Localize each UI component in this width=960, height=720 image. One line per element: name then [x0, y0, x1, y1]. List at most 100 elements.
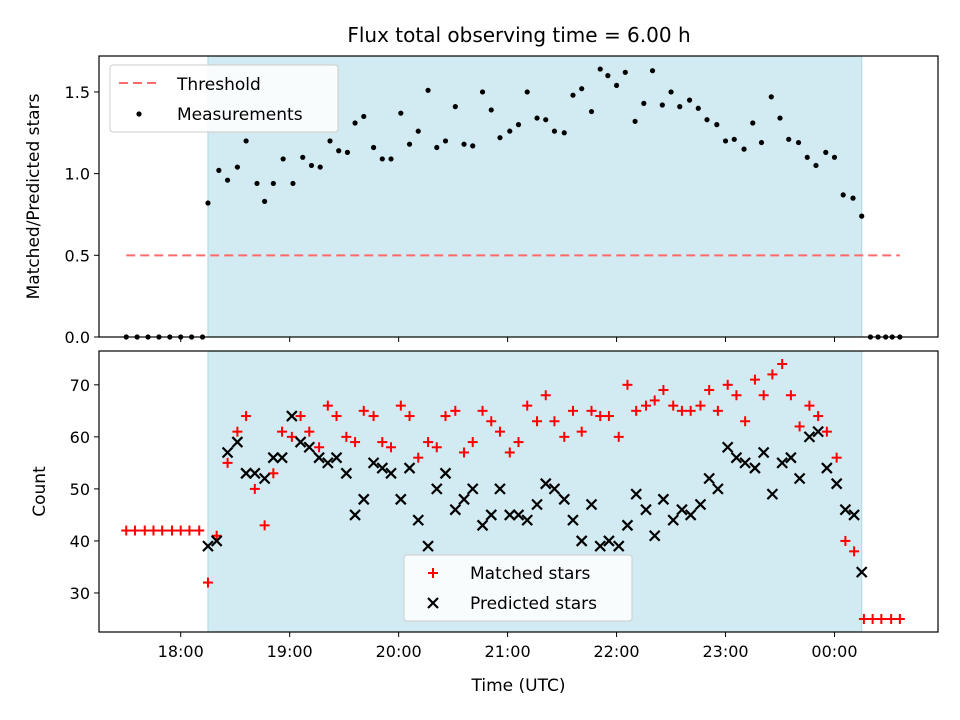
- predicted-star-marker: [367, 457, 380, 469]
- time-x-ticks: 18:00 19:00 20:00 21:00 22:00 23:00 00:00: [158, 632, 858, 661]
- matched-star-marker: [241, 411, 252, 422]
- measurement-point: [579, 86, 585, 92]
- matched-star-marker: [157, 525, 168, 536]
- ratio-panel: 0.0 0.5 1.0 1.5 Matched/Predicted stars Thr…: [24, 55, 939, 347]
- predicted-star-marker: [585, 498, 598, 511]
- x-tick-label: 22:00: [594, 642, 640, 661]
- measurement-point: [551, 128, 558, 134]
- matched-star-marker: [676, 405, 687, 416]
- measurement-point: [262, 198, 268, 205]
- matched-star-marker: [532, 416, 543, 427]
- predicted-star-marker: [267, 451, 280, 464]
- matched-star-marker: [167, 525, 178, 536]
- measurement-point: [804, 154, 810, 160]
- predicted-star-marker: [422, 540, 434, 552]
- matched-star-marker: [821, 426, 832, 437]
- legend-measurements-swatch: [136, 111, 142, 117]
- ratio-y-ticks: 0.0 0.5 1.0 1.5: [65, 83, 99, 347]
- measurement-point: [216, 167, 222, 173]
- matched-star-marker: [494, 426, 505, 437]
- matched-star-marker: [459, 447, 470, 458]
- predicted-star-marker: [512, 509, 525, 521]
- predicted-star-marker: [395, 493, 407, 506]
- legend-x-marker: [427, 597, 439, 609]
- predicted-star-marker: [766, 488, 779, 500]
- measurement-point: [300, 154, 306, 160]
- measurement-point: [336, 148, 342, 154]
- measurement-point: [479, 89, 486, 95]
- predicted-star-marker: [855, 566, 868, 578]
- y-tick-label: 50: [70, 480, 90, 499]
- predicted-star-marker: [548, 483, 561, 495]
- measurement-point: [497, 135, 503, 141]
- matched-star-marker: [286, 431, 297, 442]
- predicted-star-marker: [349, 509, 361, 521]
- ratio-legend-box: [109, 64, 339, 133]
- matched-star-marker: [894, 613, 905, 624]
- measurement-point: [588, 108, 595, 115]
- predicted-star-marker: [594, 540, 606, 552]
- measurement-point: [668, 89, 674, 95]
- measurement-point: [388, 156, 394, 162]
- chart-title: Flux total observing time = 6.00 h: [347, 23, 690, 47]
- measurement-point: [243, 138, 249, 144]
- predicted-star-marker: [558, 493, 571, 506]
- matched-star-marker: [368, 411, 379, 422]
- predicted-star-marker: [603, 535, 615, 547]
- predicted-star-marker: [812, 425, 824, 438]
- measurement-point: [714, 122, 720, 128]
- measurement-point: [831, 154, 838, 160]
- measurement-point: [823, 149, 829, 155]
- measurement-point: [415, 128, 421, 134]
- predicted-star-marker: [749, 462, 761, 474]
- predicted-star-marker: [504, 509, 516, 521]
- matched-star-marker: [477, 405, 488, 416]
- matched-star-marker: [559, 431, 570, 442]
- matched-star-marker: [767, 369, 778, 380]
- measurement-point: [777, 115, 783, 121]
- matched-star-marker: [341, 431, 352, 442]
- matched-star-marker: [576, 426, 587, 437]
- matched-star-marker: [513, 437, 524, 448]
- matched-star-marker: [740, 416, 751, 427]
- measurement-point: [352, 120, 358, 126]
- predicted-star-marker: [657, 493, 670, 506]
- matched-star-marker: [314, 442, 325, 453]
- measurement-point: [308, 162, 315, 169]
- measurement-point: [758, 139, 765, 146]
- legend-matched-swatch: [428, 568, 438, 578]
- measurement-point: [270, 180, 276, 187]
- measurement-point: [597, 66, 603, 72]
- x-tick-label: 19:00: [267, 642, 313, 661]
- matched-star-marker: [649, 395, 660, 406]
- matched-star-marker: [804, 400, 815, 411]
- measurement-point: [507, 128, 513, 134]
- matched-star-marker: [431, 442, 442, 453]
- predicted-star-marker: [830, 477, 843, 490]
- legend-predicted-swatch: [427, 597, 439, 609]
- predicted-star-marker: [640, 503, 652, 516]
- measurement-point: [327, 138, 333, 144]
- predicted-star-marker: [485, 509, 498, 521]
- measurement-point: [317, 164, 323, 170]
- predicted-star-marker: [531, 498, 543, 511]
- count-y-axis-label: Count: [30, 466, 50, 517]
- y-tick-label: 0.5: [65, 246, 90, 265]
- matched-star-marker: [350, 437, 361, 448]
- matched-star-marker: [567, 405, 578, 416]
- predicted-star-marker: [521, 514, 533, 526]
- x-tick-label: 20:00: [376, 642, 422, 661]
- count-y-ticks: 30 40 50 60 70: [70, 376, 99, 603]
- matched-star-marker: [849, 546, 860, 557]
- matched-star-marker: [777, 359, 788, 370]
- count-axes-frame: [98, 350, 939, 633]
- measurement-point: [280, 156, 286, 162]
- matched-star-marker: [758, 390, 769, 401]
- predicted-star-marker: [357, 493, 370, 506]
- measurement-point: [859, 213, 865, 219]
- measurement-point: [434, 144, 440, 151]
- predicted-star-marker: [221, 446, 234, 459]
- predicted-star-marker: [793, 472, 806, 485]
- measurement-point: [686, 97, 693, 103]
- measurement-point: [461, 141, 467, 147]
